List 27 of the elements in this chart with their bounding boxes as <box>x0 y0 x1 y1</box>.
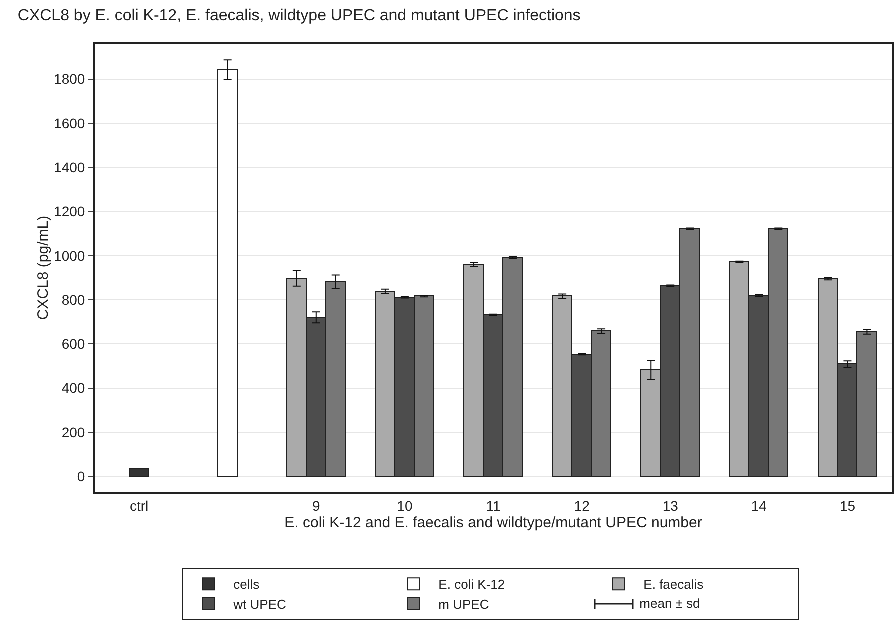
x-tick-label: 11 <box>486 498 501 514</box>
y-tick-label: 1200 <box>54 204 86 220</box>
x-axis-title: E. coli K-12 and E. faecalis and wildtype/mutant UPEC number <box>284 514 702 532</box>
x-tick-label: 15 <box>840 498 856 514</box>
x-tick-label: 14 <box>751 498 768 514</box>
y-tick-label: 200 <box>62 424 86 440</box>
x-tick-label: ctrl <box>130 498 149 514</box>
x-tick-label: 10 <box>397 498 413 514</box>
legend-label: E. faecalis <box>644 577 704 592</box>
legend-label: E. coli K-12 <box>438 577 506 592</box>
y-axis-title: CXCL8 (pg/mL) <box>35 216 52 320</box>
text: mean ± sd <box>640 596 700 612</box>
x-tick-label: 13 <box>662 498 679 514</box>
legend-label: cells <box>234 577 260 592</box>
y-tick-label: 1400 <box>54 159 86 176</box>
chart-title: CXCL8 by E. coli K-12, E. faecalis, wildtype UPEC and mutant UPEC infections <box>18 8 581 25</box>
y-tick-label: 600 <box>62 336 86 352</box>
y-tick-label: 800 <box>62 292 86 308</box>
y-tick-label: 1800 <box>54 71 86 88</box>
legend-label: m UPEC <box>438 597 490 612</box>
y-tick-label: 400 <box>62 380 86 396</box>
legend-label: wt UPEC <box>232 597 286 612</box>
y-tick-label: 1000 <box>54 248 86 264</box>
x-tick-label: 9 <box>312 498 320 514</box>
y-tick-label: 1600 <box>54 115 86 132</box>
x-tick-label: 12 <box>574 498 590 514</box>
y-tick-label: 0 <box>77 468 86 484</box>
